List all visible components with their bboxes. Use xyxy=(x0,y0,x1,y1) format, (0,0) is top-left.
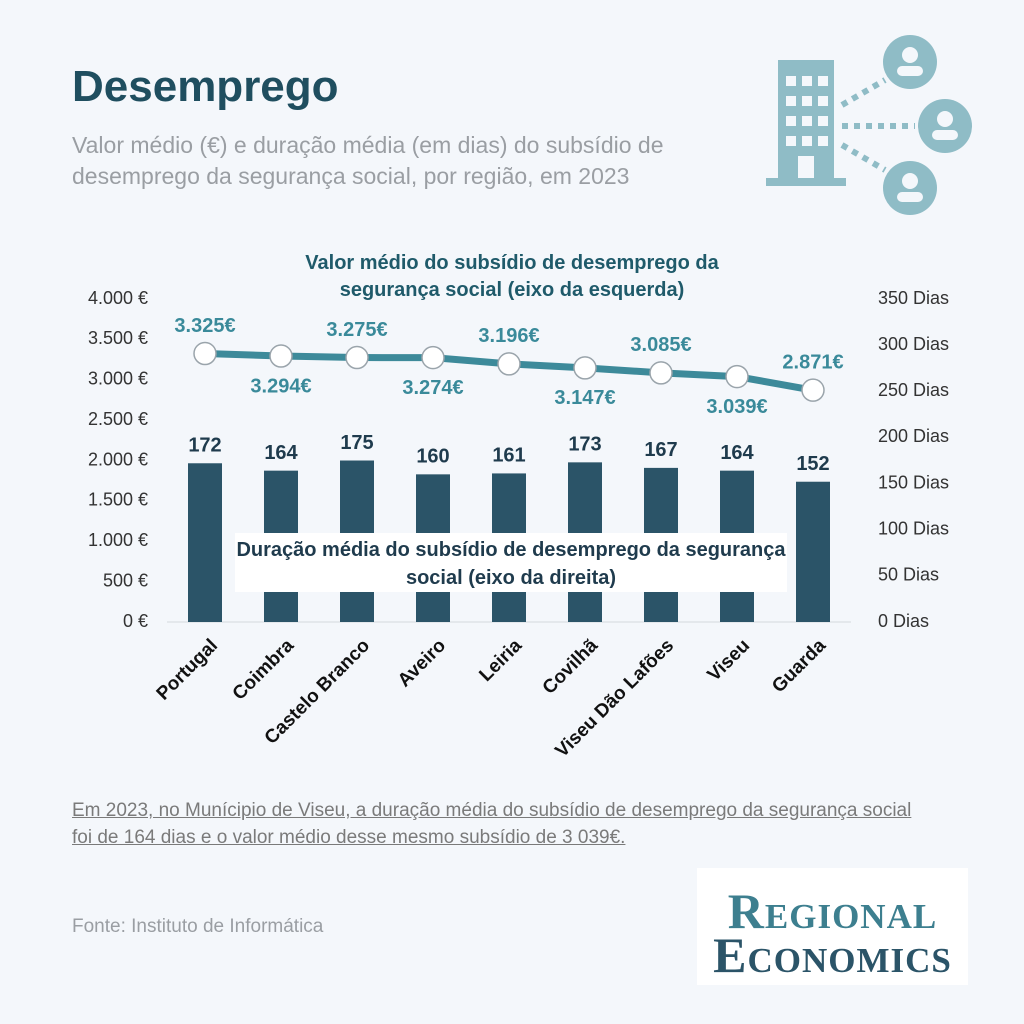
y2-tick-label: 250 Dias xyxy=(878,380,949,400)
x-tick-label: Leiria xyxy=(475,635,526,686)
x-tick-label: Portugal xyxy=(153,635,222,704)
line-point xyxy=(193,341,217,366)
line-point xyxy=(649,361,673,385)
bar-value-label: 164 xyxy=(264,442,298,464)
line-series-name: Valor médio do subsídio de desemprego da… xyxy=(305,252,719,301)
bar-value-label: 167 xyxy=(644,439,677,461)
line-value-label: 3.275€ xyxy=(326,319,387,341)
y-tick-label: 2.000 € xyxy=(88,449,148,469)
y2-tick-label: 50 Dias xyxy=(878,565,939,585)
y-tick-label: 1.000 € xyxy=(88,530,148,550)
line-value-label: 3.294€ xyxy=(250,375,311,397)
bar-value-label: 172 xyxy=(188,435,221,457)
subtitle: Valor médio (€) e duração média (em dias… xyxy=(72,132,664,189)
logo-text: Economics xyxy=(713,927,952,983)
line-point xyxy=(497,352,521,376)
line-value-label: 3.274€ xyxy=(402,377,463,399)
bar-value-label: 173 xyxy=(568,434,601,456)
y2-tick-label: 150 Dias xyxy=(878,472,949,492)
logo-text: Regional xyxy=(727,883,938,939)
logo: Regional Economics xyxy=(697,868,968,985)
line-point xyxy=(801,378,825,402)
bar-value-label: 160 xyxy=(416,446,449,468)
x-tick-label: Viseu xyxy=(704,635,754,685)
bar xyxy=(796,481,830,622)
y2-tick-label: 100 Dias xyxy=(878,518,949,538)
bar-value-label: 152 xyxy=(796,453,829,475)
line-value-label: 3.196€ xyxy=(478,325,539,347)
x-tick-label: Guarda xyxy=(768,635,830,697)
line-value-label: 3.039€ xyxy=(706,396,767,418)
bar-value-label: 175 xyxy=(340,432,373,454)
bar xyxy=(188,463,222,622)
source: Fonte: Instituto de Informática xyxy=(72,916,324,937)
x-tick-label: Coimbra xyxy=(229,635,299,705)
title: Desemprego xyxy=(72,62,339,111)
line-point xyxy=(269,344,293,368)
bar-value-label: 161 xyxy=(492,445,525,467)
y2-tick-label: 350 Dias xyxy=(878,288,949,308)
y2-tick-label: 0 Dias xyxy=(878,611,929,631)
line-value-label: 3.085€ xyxy=(630,334,691,356)
y-tick-label: 1.500 € xyxy=(88,490,148,510)
bar-series-name: Duração média do subsídio de desemprego … xyxy=(235,533,787,592)
line-point xyxy=(345,345,369,370)
x-tick-label: Covilhã xyxy=(539,635,603,699)
y-tick-label: 4.000 € xyxy=(88,288,148,308)
line-value-label: 2.871€ xyxy=(782,351,843,373)
y-tick-label: 500 € xyxy=(103,570,148,590)
line-value-label: 3.325€ xyxy=(174,315,235,337)
bar-value-label: 164 xyxy=(720,442,754,464)
x-tick-label: Aveiro xyxy=(394,635,450,691)
line-point xyxy=(725,364,749,389)
line-value-label: 3.147€ xyxy=(554,387,615,409)
icon xyxy=(766,35,972,215)
y-tick-label: 2.500 € xyxy=(88,409,148,429)
note: Em 2023, no Munícipio de Viseu, a duraçã… xyxy=(72,800,912,848)
line-point xyxy=(573,356,597,380)
y2-tick-label: 200 Dias xyxy=(878,426,949,446)
y-tick-label: 3.500 € xyxy=(88,328,148,348)
y-tick-label: 0 € xyxy=(123,611,148,631)
y2-tick-label: 300 Dias xyxy=(878,334,949,354)
y-tick-label: 3.000 € xyxy=(88,369,148,389)
line-point xyxy=(421,345,445,370)
